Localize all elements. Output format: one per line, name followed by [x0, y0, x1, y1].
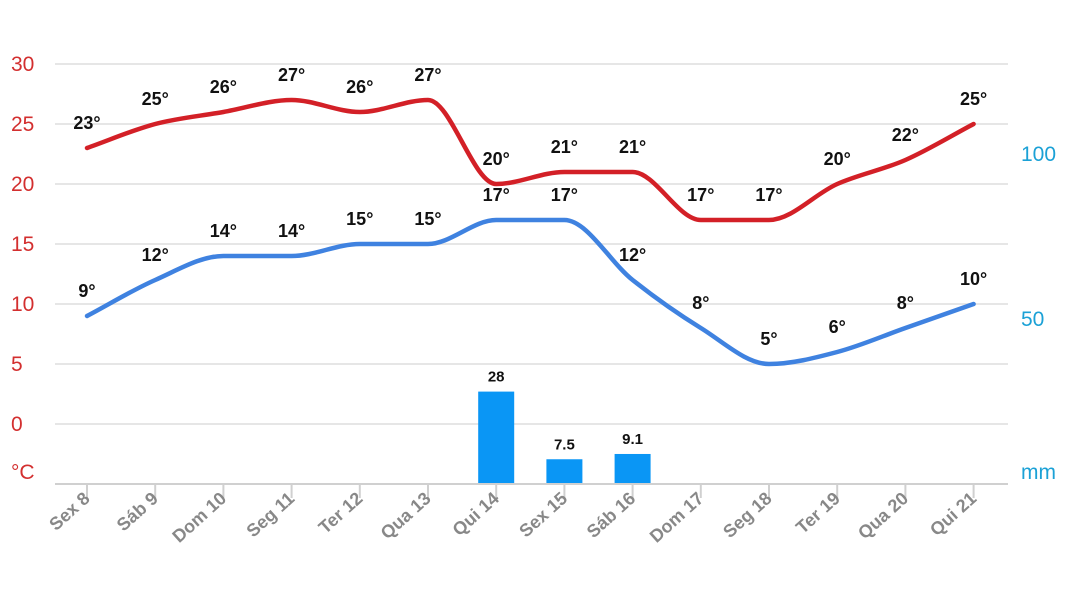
max-temp-label: 26°	[346, 77, 373, 97]
max-temp-label: 21°	[551, 137, 578, 157]
min-temp-label: 8°	[897, 293, 914, 313]
min-temp-label: 10°	[960, 269, 987, 289]
max-temp-label: 17°	[755, 185, 782, 205]
x-tick-label: Ter 12	[315, 488, 367, 537]
right-axis-tick-label: 100	[1021, 143, 1056, 166]
x-tick-label: Qua 13	[377, 488, 435, 543]
temperature-lines	[84, 97, 976, 367]
right-axis-unit: mm	[1021, 461, 1056, 484]
min-temp-line	[84, 217, 976, 367]
x-tick-label: Sex 15	[515, 488, 571, 541]
min-temp-label: 12°	[142, 245, 169, 265]
precip-bar-label: 7.5	[554, 436, 575, 453]
max-temp-label: 22°	[892, 125, 919, 145]
min-temp-label: 17°	[551, 185, 578, 205]
x-tick-label: Dom 10	[168, 488, 230, 546]
left-axis-tick-label: 0	[11, 413, 23, 436]
min-temp-label: 14°	[210, 221, 237, 241]
min-temp-label: 15°	[414, 209, 441, 229]
min-temp-label: 15°	[346, 209, 373, 229]
left-axis-unit: °C	[11, 461, 35, 484]
point-labels: 28 7.5 9.1 9° 12° 14° 14° 15° 15° 17° 17° 12° 8° 5° 6°…	[73, 65, 987, 453]
grid-lines	[55, 63, 1008, 425]
left-axis-tick-label: 25	[11, 113, 34, 136]
max-temp-label: 20°	[483, 149, 510, 169]
left-axis-tick-label: 10	[11, 293, 34, 316]
precip-bar	[478, 391, 515, 484]
max-temp-label: 25°	[960, 89, 987, 109]
max-temp-label: 21°	[619, 137, 646, 157]
min-temp-label: 6°	[829, 317, 846, 337]
x-tick-label: Sáb 9	[113, 488, 162, 535]
precip-bar	[546, 459, 583, 484]
x-tick-label: Seg 11	[242, 488, 298, 541]
precip-bar	[614, 453, 651, 484]
max-temp-label: 17°	[687, 185, 714, 205]
precip-bar-label: 9.1	[622, 431, 643, 448]
max-temp-label: 23°	[73, 113, 100, 133]
min-temp-label: 9°	[78, 281, 95, 301]
min-temp-label: 5°	[760, 329, 777, 349]
max-temp-line	[84, 97, 976, 223]
min-temp-label: 17°	[483, 185, 510, 205]
max-temp-label: 26°	[210, 77, 237, 97]
x-tick-label: Sáb 16	[583, 488, 640, 542]
x-tick-label: Sex 8	[45, 488, 93, 534]
x-axis: Sex 8 Sáb 9 Dom 10 Seg 11 Ter 12 Qua 13 Qui 14…	[45, 483, 1008, 546]
precip-bars	[478, 391, 651, 484]
max-temp-label: 20°	[824, 149, 851, 169]
precip-bar-label: 28	[488, 369, 505, 386]
left-axis-tick-label: 20	[11, 173, 34, 196]
min-temp-label: 14°	[278, 221, 305, 241]
x-tick-label: Qui 21	[926, 488, 980, 540]
max-temp-label: 27°	[414, 65, 441, 85]
left-axis-tick-label: 15	[11, 233, 34, 256]
left-axis-ticks: 30 25 20 15 10 5 0 °C	[11, 53, 35, 484]
min-temp-label: 12°	[619, 245, 646, 265]
x-tick-label: Dom 17	[646, 488, 708, 546]
min-temp-label: 8°	[692, 293, 709, 313]
max-temp-label: 25°	[142, 89, 169, 109]
x-tick-label: Qui 14	[449, 488, 503, 540]
left-axis-tick-label: 30	[11, 53, 34, 76]
right-axis-ticks: 100 50 mm	[1021, 143, 1056, 484]
max-temp-label: 27°	[278, 65, 305, 85]
left-axis-tick-label: 5	[11, 353, 23, 376]
x-tick-label: Seg 18	[719, 488, 776, 542]
x-tick-label: Ter 19	[792, 488, 844, 537]
x-tick-label: Qua 20	[854, 488, 912, 543]
right-axis-tick-label: 50	[1021, 308, 1044, 331]
